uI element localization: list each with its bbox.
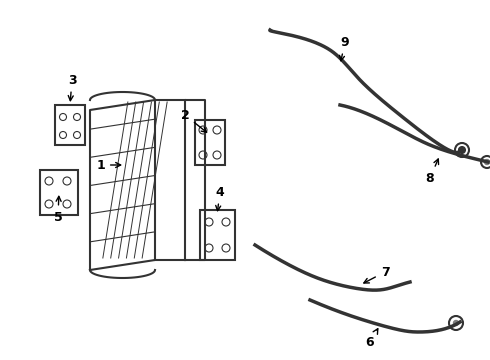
- Text: 5: 5: [53, 196, 62, 224]
- Text: 9: 9: [340, 36, 349, 61]
- Text: 2: 2: [181, 108, 207, 132]
- Text: 8: 8: [426, 159, 439, 185]
- Text: 6: 6: [366, 329, 378, 348]
- FancyBboxPatch shape: [200, 210, 235, 260]
- FancyBboxPatch shape: [55, 105, 85, 145]
- Text: 4: 4: [216, 185, 224, 211]
- Circle shape: [485, 159, 490, 165]
- Text: 3: 3: [68, 73, 76, 101]
- Text: 1: 1: [96, 158, 121, 171]
- Circle shape: [459, 147, 465, 153]
- FancyBboxPatch shape: [195, 120, 225, 165]
- Circle shape: [454, 320, 459, 325]
- FancyBboxPatch shape: [40, 170, 78, 215]
- Text: 7: 7: [364, 266, 390, 283]
